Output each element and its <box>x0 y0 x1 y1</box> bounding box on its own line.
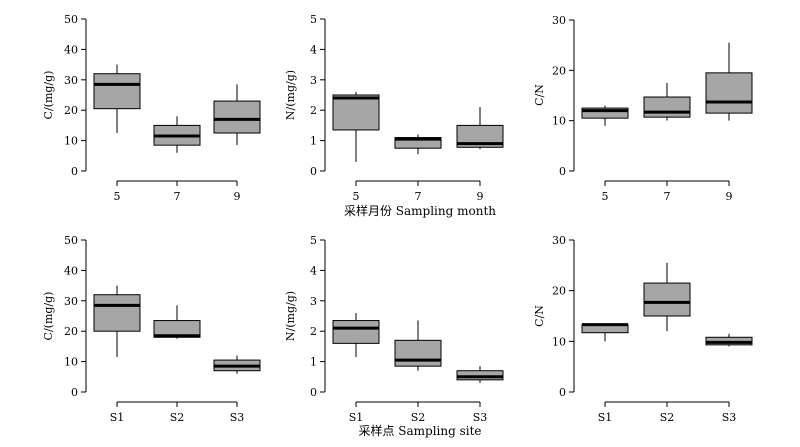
box-7 <box>643 82 691 121</box>
y-tick-label: 10 <box>552 335 566 348</box>
panel-6: 0 10 20 30 S1 S2 S3 C/N <box>533 234 753 424</box>
x-tick-label: S2 <box>170 411 185 424</box>
x-tick-label: 5 <box>602 190 609 203</box>
y-axis-label: C/(mg/g) <box>42 71 55 120</box>
y-tick-label: 0 <box>559 165 566 178</box>
row-1-x-title: 采样月份 Sampling month <box>344 203 496 218</box>
y-axis-label: C/N <box>533 305 546 327</box>
box-9 <box>456 107 504 150</box>
y-tick-label: 20 <box>64 104 78 117</box>
y-tick-label: 1 <box>310 356 317 369</box>
x-tick-label: S1 <box>598 411 613 424</box>
panel-4: 0 10 20 30 40 50 S1 S2 S3 C/(mg/g) <box>42 234 261 424</box>
x-tick-label: S3 <box>473 411 488 424</box>
y-tick-label: 10 <box>64 356 78 369</box>
box-S3 <box>456 366 504 383</box>
box-S1 <box>581 323 629 342</box>
x-tick-label: 7 <box>415 190 422 203</box>
y-tick-label: 20 <box>552 64 566 77</box>
x-tick-label: 9 <box>234 190 241 203</box>
x-tick-label: S3 <box>230 411 245 424</box>
box-S3 <box>705 333 753 347</box>
panel-1: 0 10 20 30 40 50 5 7 9 C/(mg/g) <box>42 13 261 203</box>
y-tick-label: 30 <box>552 14 566 27</box>
x-tick-label: 5 <box>353 190 360 203</box>
y-tick-label: 20 <box>64 325 78 338</box>
iqr-box <box>332 94 380 131</box>
panel-5: 0 1 2 3 4 5 S1 S2 S3 N/(mg/g) <box>284 234 504 424</box>
y-axis-label: C/(mg/g) <box>42 292 55 341</box>
x-tick-label: S3 <box>722 411 737 424</box>
iqr-box <box>394 339 442 367</box>
iqr-box <box>332 320 380 344</box>
y-tick-label: 0 <box>71 165 78 178</box>
y-tick-label: 5 <box>310 234 317 247</box>
iqr-box <box>213 100 261 134</box>
x-tick-label: 5 <box>114 190 121 203</box>
iqr-box <box>581 107 629 119</box>
y-axis-label: N/(mg/g) <box>284 291 297 341</box>
y-tick-label: 0 <box>71 386 78 399</box>
box-S2 <box>643 262 691 332</box>
box-5 <box>332 91 380 162</box>
x-tick-label: 9 <box>477 190 484 203</box>
iqr-box <box>153 320 201 338</box>
y-tick-label: 1 <box>310 135 317 148</box>
box-7 <box>153 116 201 153</box>
x-tick-label: 9 <box>726 190 733 203</box>
y-tick-label: 4 <box>310 43 317 56</box>
y-tick-label: 0 <box>559 386 566 399</box>
y-tick-label: 20 <box>552 285 566 298</box>
iqr-box <box>705 72 753 114</box>
box-9 <box>705 42 753 121</box>
box-S1 <box>93 285 141 358</box>
y-tick-label: 5 <box>310 13 317 26</box>
iqr-box <box>93 73 141 110</box>
box-S1 <box>332 312 380 358</box>
y-tick-label: 50 <box>64 234 78 247</box>
y-tick-label: 30 <box>64 74 78 87</box>
iqr-box <box>456 124 504 148</box>
x-tick-label: S2 <box>411 411 426 424</box>
panel-2: 0 1 2 3 4 5 5 7 9 N/(mg/g) <box>284 13 504 203</box>
box-5 <box>581 105 629 126</box>
y-tick-label: 30 <box>64 295 78 308</box>
box-9 <box>213 84 261 146</box>
y-tick-label: 10 <box>64 135 78 148</box>
iqr-box <box>93 294 141 332</box>
iqr-box <box>643 96 691 118</box>
x-tick-label: S2 <box>660 411 675 424</box>
y-tick-label: 40 <box>64 264 78 277</box>
box-S3 <box>213 355 261 374</box>
y-tick-label: 10 <box>552 115 566 128</box>
x-tick-label: S1 <box>349 411 364 424</box>
y-tick-label: 4 <box>310 264 317 277</box>
x-tick-label: 7 <box>174 190 181 203</box>
y-tick-label: 40 <box>64 43 78 56</box>
y-tick-label: 2 <box>310 104 317 117</box>
box-S2 <box>153 305 201 339</box>
y-tick-label: 0 <box>310 386 317 399</box>
y-tick-label: 50 <box>64 13 78 26</box>
y-tick-label: 2 <box>310 325 317 338</box>
box-7 <box>394 134 442 155</box>
iqr-box <box>643 282 691 317</box>
iqr-box <box>394 137 442 149</box>
y-tick-label: 0 <box>310 165 317 178</box>
panel-3: 0 10 20 30 5 7 9 C/N <box>533 14 753 203</box>
y-tick-label: 3 <box>310 74 317 87</box>
box-5 <box>93 64 141 133</box>
box-S2 <box>394 320 442 371</box>
y-axis-label: C/N <box>533 84 546 106</box>
row-2-x-title: 采样点 Sampling site <box>358 423 481 438</box>
y-tick-label: 3 <box>310 295 317 308</box>
y-tick-label: 30 <box>552 234 566 247</box>
x-tick-label: 7 <box>664 190 671 203</box>
y-axis-label: N/(mg/g) <box>284 70 297 120</box>
x-tick-label: S1 <box>110 411 125 424</box>
iqr-box <box>456 370 504 381</box>
